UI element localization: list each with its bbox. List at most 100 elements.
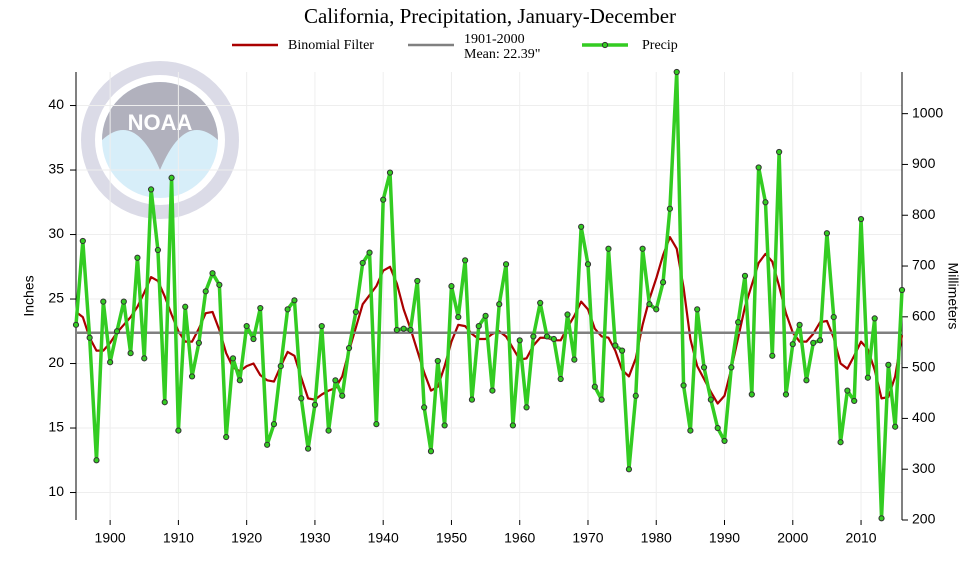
y-axis-label: Inches [21, 275, 37, 316]
data-point [441, 422, 448, 429]
data-point [564, 311, 571, 318]
data-point [270, 421, 278, 428]
data-point [175, 427, 182, 434]
data-point [427, 448, 435, 455]
x-tick-label: 2010 [845, 530, 876, 546]
data-point [898, 286, 906, 294]
data-point [625, 466, 633, 473]
data-point [748, 391, 755, 398]
data-point [284, 306, 291, 313]
data-point [639, 245, 646, 252]
data-point [619, 347, 626, 354]
data-point [311, 401, 319, 408]
data-point [100, 298, 107, 305]
data-point [857, 215, 865, 223]
data-point [304, 445, 312, 452]
y-tick-label: 10 [48, 483, 64, 499]
data-point [386, 169, 394, 176]
data-point [434, 357, 441, 365]
data-point [223, 433, 230, 441]
data-point [537, 299, 544, 307]
y-tick-label: 20 [48, 354, 64, 370]
x-tick-label: 1920 [231, 530, 262, 546]
data-point [557, 375, 564, 383]
data-point [700, 364, 708, 371]
data-point [864, 374, 871, 381]
data-point [523, 404, 530, 411]
series-line [75, 236, 904, 405]
chart-title: California, Precipitation, January-Decem… [304, 4, 676, 28]
data-point [345, 344, 353, 352]
x-tick-label: 1980 [641, 530, 672, 546]
y2-tick-label: 500 [912, 358, 936, 374]
data-point [188, 373, 196, 380]
data-point [448, 283, 455, 290]
legend-swatch [232, 43, 278, 47]
data-point [728, 364, 735, 371]
data-point [407, 326, 414, 334]
data-point [735, 319, 742, 326]
data-point [298, 395, 305, 402]
logo: NOAA [81, 61, 239, 219]
data-point [216, 281, 223, 288]
data-point [885, 361, 892, 368]
legend-label: Binomial Filter [288, 38, 374, 53]
data-point [393, 326, 400, 334]
data-point [578, 223, 585, 230]
logo-ring [81, 61, 239, 219]
data-point [694, 306, 701, 313]
legend-marker [601, 41, 609, 49]
data-point [571, 356, 578, 363]
data-point [161, 399, 168, 406]
data-point [154, 246, 162, 254]
data-point [543, 333, 551, 340]
data-point [475, 323, 482, 330]
legend-label: Precip [642, 38, 678, 53]
data-point [182, 303, 189, 310]
data-point [147, 186, 155, 193]
data-point [243, 323, 250, 330]
data-point [325, 427, 332, 434]
x-tick-label: 1960 [504, 530, 535, 546]
x-tick-label: 2000 [777, 530, 808, 546]
data-point [796, 321, 803, 328]
x-tick-label: 1940 [368, 530, 399, 546]
y2-tick-label: 300 [912, 460, 936, 476]
data-point [93, 457, 100, 464]
data-point [264, 441, 271, 448]
y2-axis-label: Millimeters [945, 263, 961, 330]
y2-tick-label: 900 [912, 155, 936, 171]
legend-item: Binomial Filter [232, 32, 402, 68]
data-point [530, 333, 537, 340]
data-point [673, 68, 680, 76]
x-tick-label: 1970 [572, 530, 603, 546]
y-tick-label: 35 [48, 161, 64, 177]
data-point [359, 259, 366, 267]
data-point [291, 297, 298, 304]
data-point [86, 334, 93, 341]
data-point [195, 339, 202, 346]
legend-swatch [408, 43, 454, 47]
data-point [352, 308, 359, 316]
data-point [782, 391, 790, 398]
y2-tick-label: 800 [912, 206, 936, 222]
data-point [134, 254, 141, 261]
data-point [830, 313, 837, 321]
data-point [844, 387, 851, 394]
data-point [892, 423, 899, 430]
data-point [332, 377, 339, 384]
data-point [823, 230, 831, 237]
data-point [584, 261, 592, 268]
data-point [646, 301, 653, 308]
y-tick-label: 30 [48, 225, 64, 241]
y2-tick-label: 600 [912, 308, 936, 324]
y-tick-label: 25 [48, 290, 64, 306]
data-point [482, 312, 489, 319]
data-point [612, 342, 619, 349]
data-point [714, 424, 721, 432]
data-point [373, 421, 380, 428]
data-point [810, 339, 817, 346]
data-point [257, 304, 264, 312]
data-point [762, 199, 769, 206]
